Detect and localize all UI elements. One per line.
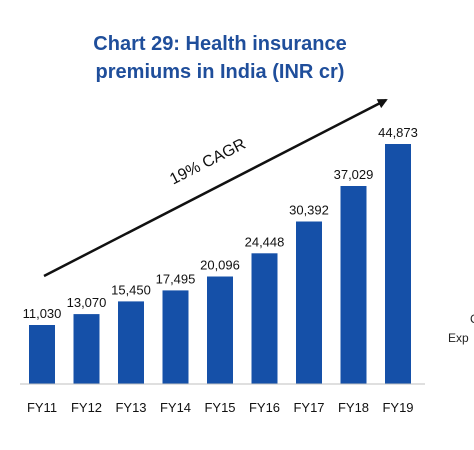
category-label-FY11: FY11 <box>27 400 57 415</box>
category-label-FY15: FY15 <box>204 400 235 415</box>
value-label-FY12: 13,070 <box>67 295 107 310</box>
chart-title: Chart 29: Health insurance premiums in I… <box>60 30 380 86</box>
bar-FY19 <box>385 144 411 384</box>
cagr-arrow <box>43 98 388 278</box>
value-label-FY19: 44,873 <box>378 125 418 140</box>
value-label-FY14: 17,495 <box>156 271 196 286</box>
bar-FY16 <box>251 253 278 384</box>
chart-title-line2: premiums in India (INR cr) <box>95 61 345 83</box>
bar-FY15 <box>207 276 233 384</box>
cropped-side-text-line1: C <box>448 310 474 329</box>
value-label-FY16: 24,448 <box>245 234 285 249</box>
value-label-FY17: 30,392 <box>289 203 329 218</box>
cagr-annotation: 19% CAGR <box>167 136 248 189</box>
cropped-side-text: C Exp <box>448 310 474 348</box>
category-label-FY17: FY17 <box>293 400 324 415</box>
bar-FY18 <box>340 186 367 384</box>
category-label-FY19: FY19 <box>382 400 413 415</box>
category-label-FY18: FY18 <box>338 400 369 415</box>
category-label-FY16: FY16 <box>249 400 280 415</box>
bar-FY17 <box>296 221 322 384</box>
bar-FY13 <box>118 301 144 384</box>
value-label-FY11: 11,030 <box>23 306 62 321</box>
category-label-FY12: FY12 <box>71 400 102 415</box>
bars-layer: 11,030 FY11 13,070 FY12 15,450 FY13 17,495 FY14… <box>23 125 418 415</box>
bar-FY14 <box>162 290 189 384</box>
category-label-FY13: FY13 <box>115 400 146 415</box>
bar-FY12 <box>73 314 100 384</box>
value-label-FY18: 37,029 <box>334 167 374 182</box>
category-label-FY14: FY14 <box>160 400 191 415</box>
value-label-FY15: 20,096 <box>200 258 240 273</box>
chart-title-line1: Chart 29: Health insurance <box>93 33 347 55</box>
bar-FY11 <box>29 325 55 384</box>
value-label-FY13: 15,450 <box>111 282 151 297</box>
cropped-side-text-line2: Exp <box>448 331 469 345</box>
